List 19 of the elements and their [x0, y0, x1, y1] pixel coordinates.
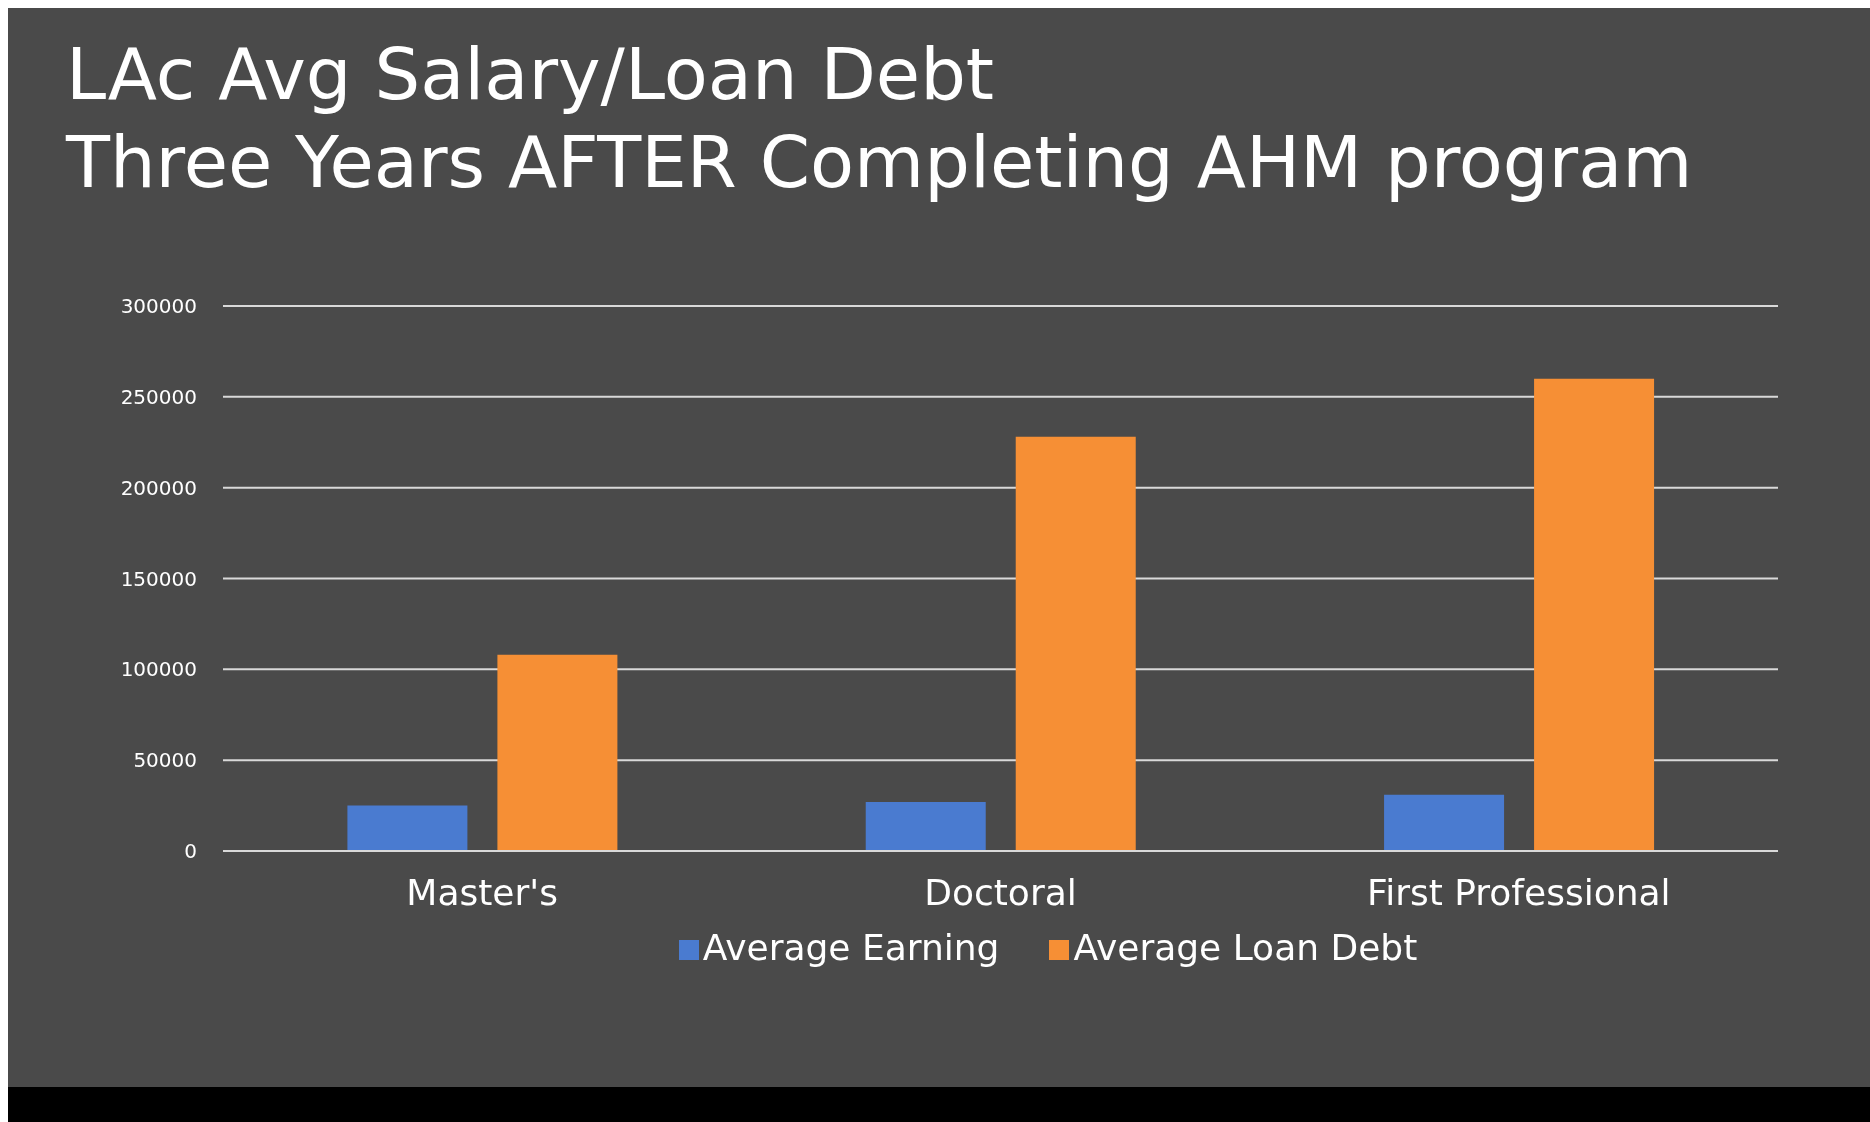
x-tick-label: First Professional — [1367, 871, 1671, 913]
x-tick-label: Doctoral — [924, 871, 1077, 913]
bar — [347, 805, 468, 851]
chart-title: LAc Avg Salary/Loan Debt Three Years AFTER Completing AHM program — [66, 31, 1693, 206]
legend-label: Average Earning — [702, 927, 1000, 968]
bar — [865, 801, 986, 851]
x-tick-label: Master's — [406, 871, 558, 913]
y-tick-label: 150000 — [120, 566, 197, 591]
y-tick-label: 300000 — [120, 294, 197, 319]
y-tick-label: 200000 — [120, 475, 197, 500]
y-tick-label: 100000 — [120, 657, 197, 682]
y-tick-label: 250000 — [120, 384, 197, 409]
y-tick-label: 50000 — [133, 748, 197, 773]
bar — [1015, 436, 1136, 851]
legend-label: Average Loan Debt — [1073, 927, 1418, 968]
bar — [1534, 378, 1655, 851]
bar — [497, 654, 618, 851]
y-tick-label: 0 — [184, 839, 197, 864]
bar — [1384, 794, 1505, 851]
